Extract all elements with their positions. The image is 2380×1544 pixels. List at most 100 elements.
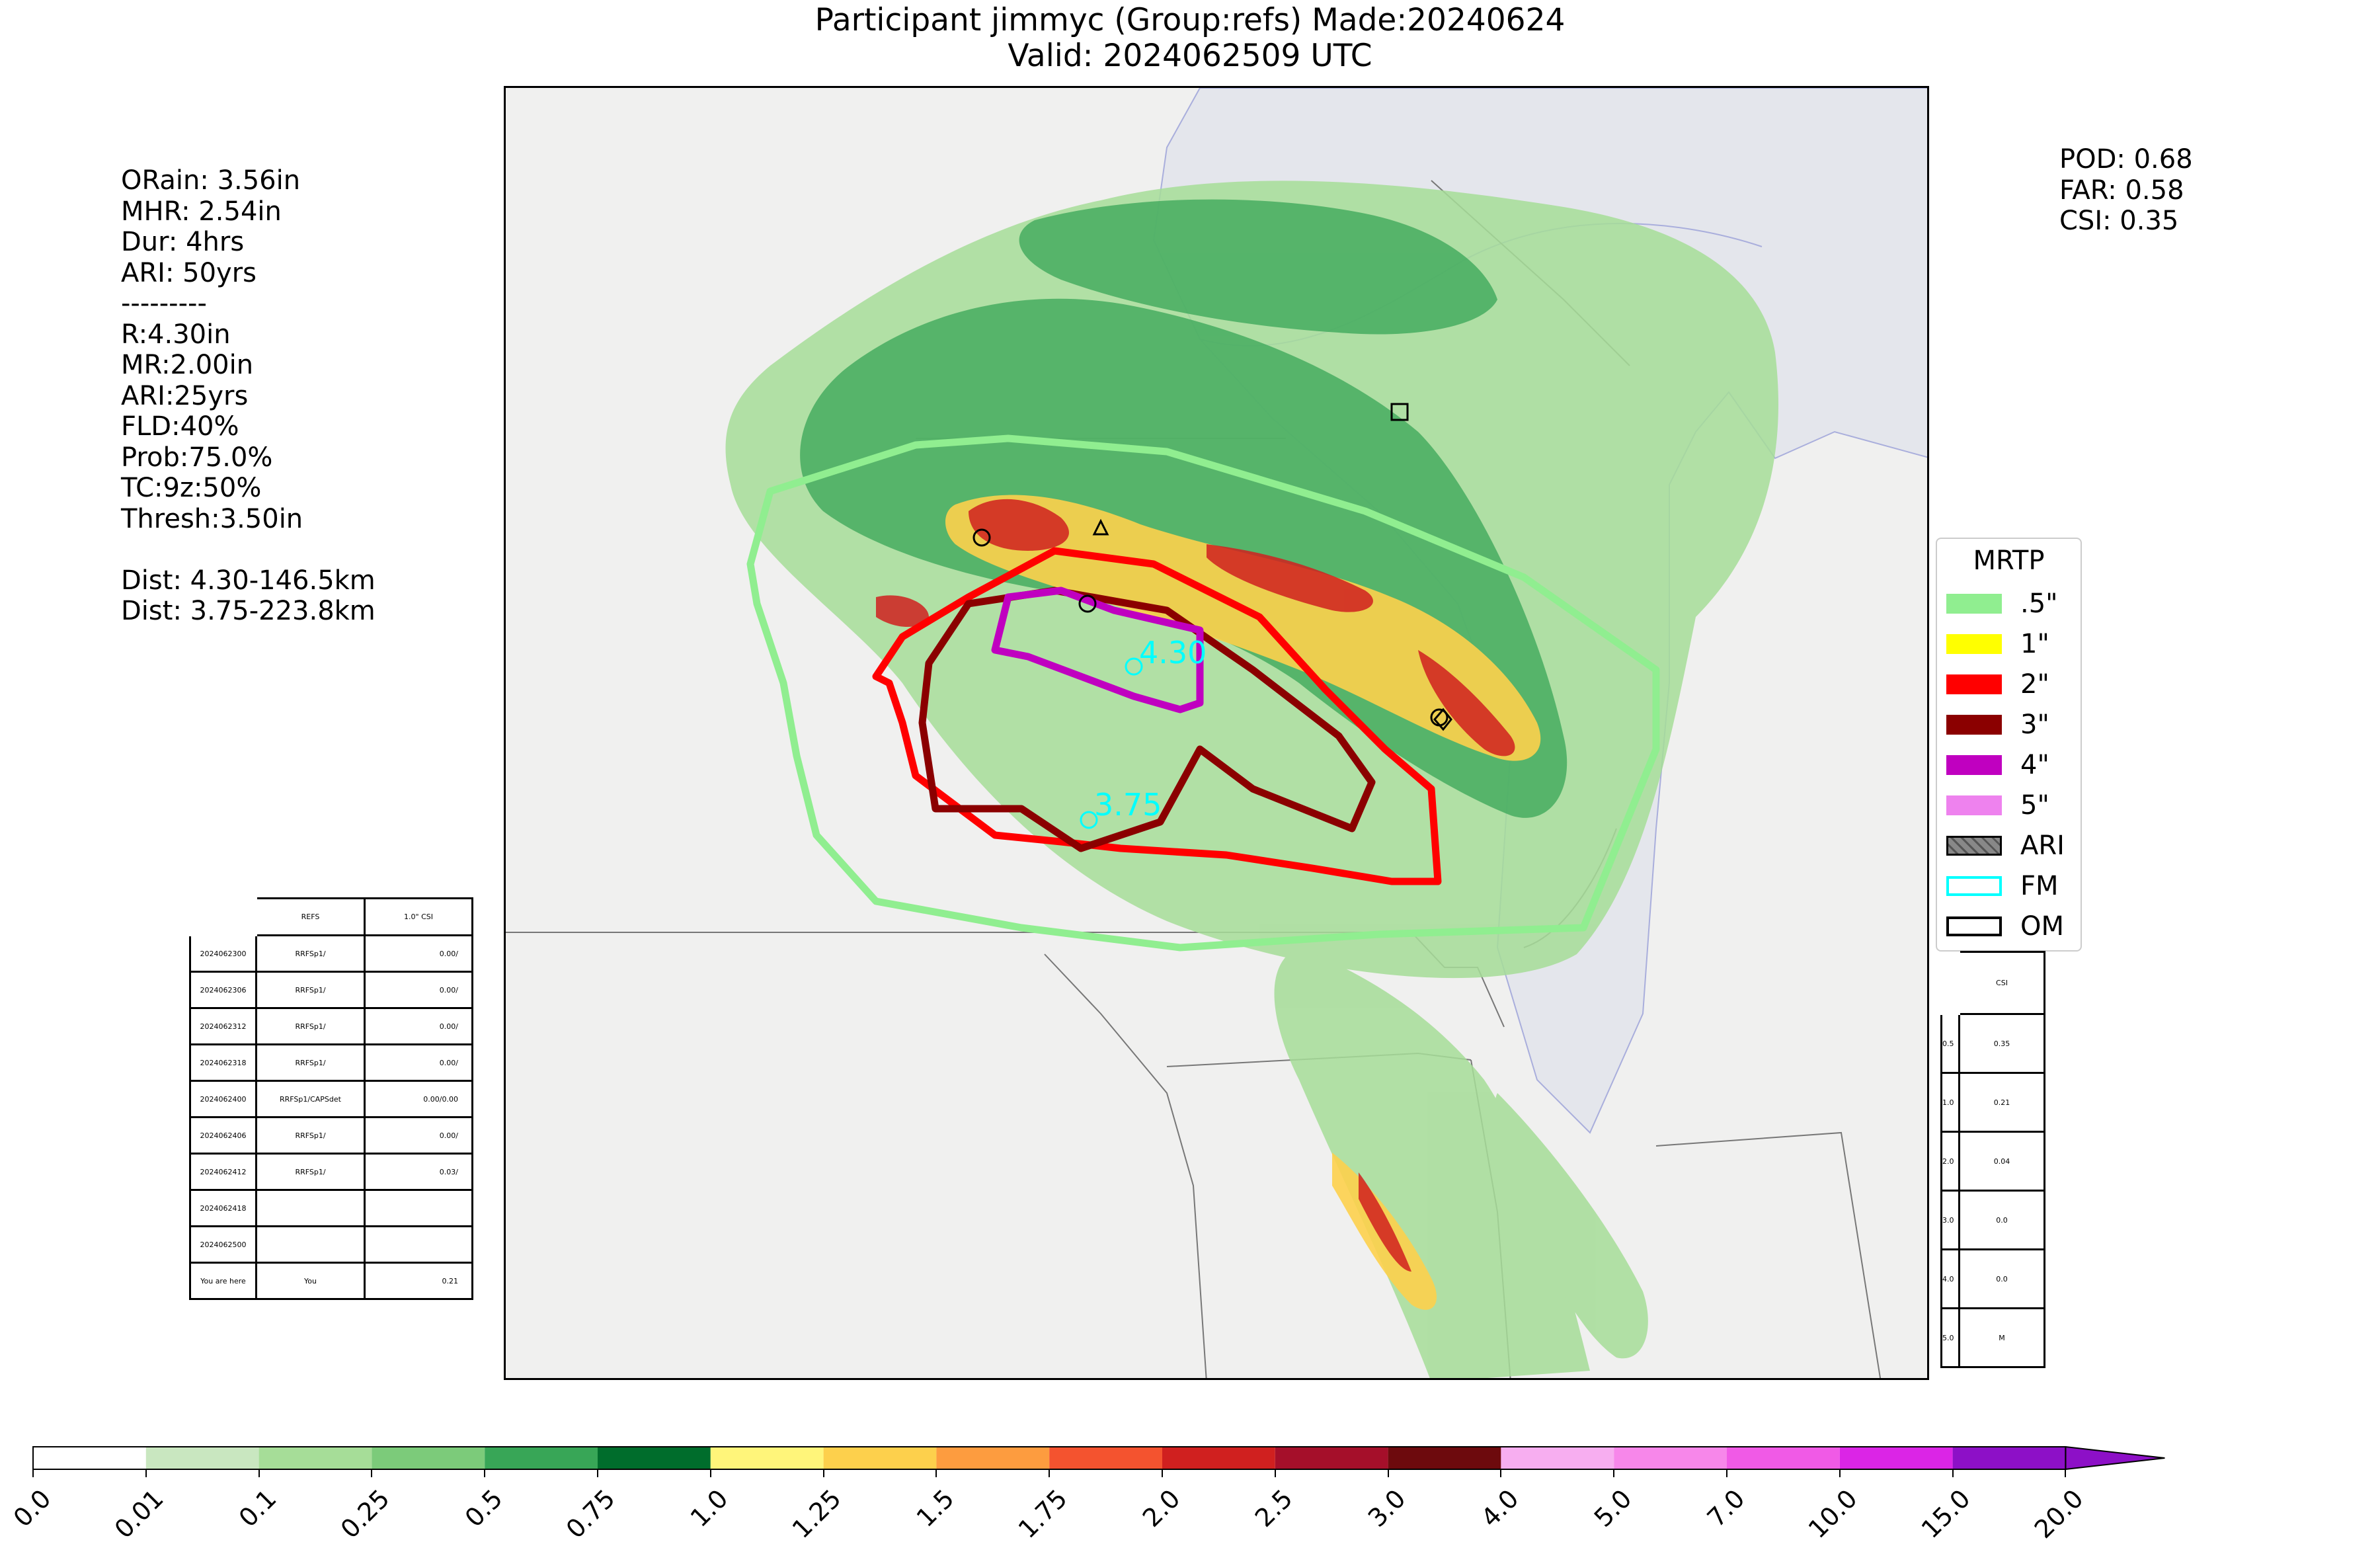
table-row: 2024062412 RRFSp1/0.03/ [189,1153,473,1191]
legend-item: OM [1946,907,2064,946]
colorbar-tick-label: 1.25 [786,1484,847,1544]
table-cell: 2024062500 [189,1225,257,1264]
stat-line [121,534,376,565]
colorbar-tick-mark [1274,1469,1276,1477]
table-header-cell [190,899,257,936]
table-row: You are here You 0.21 [189,1262,473,1300]
table-row: 2024062300 RRFSp1/0.00/ [189,934,473,973]
precipitation-map: 4.30 3.75 [504,86,1929,1380]
table-cell: RRFSp1/ [255,1153,366,1191]
stat-line: ORain: 3.56in [121,165,301,196]
colorbar-segment [1162,1447,1275,1469]
table-header-cell: 1.0" CSI [364,897,473,936]
table-cell: 0.21 [364,1262,473,1300]
table-cell: 2024062312 [189,1007,257,1045]
colorbar-segment [1388,1447,1501,1469]
legend-item: ARI [1946,826,2065,866]
legend-swatch [1946,836,2002,856]
colorbar-tick-mark [1726,1469,1727,1477]
colorbar-segment [1839,1447,1953,1469]
table-cell [255,1225,366,1264]
colorbar-tick-mark [1162,1469,1163,1477]
legend-label: 5" [2020,790,2049,821]
colorbar-tick-mark [935,1469,937,1477]
verification-stats-panel: POD: 0.68 FAR: 0.58 CSI: 0.35 [2059,144,2193,237]
colorbar-tick-label: 2.0 [1136,1484,1186,1533]
colorbar-segment [710,1447,824,1469]
colorbar-segment [258,1447,372,1469]
table-cell [364,1225,473,1264]
legend-item: 3" [1946,705,2049,745]
fm-label-375: 3.75 [1094,787,1162,823]
map-title-line-2: Valid: 2024062509 UTC [1008,38,1372,74]
colorbar-tick-mark [1387,1469,1389,1477]
stat-line: MHR: 2.54in [121,196,282,227]
colorbar-tick-label: 0.1 [233,1484,282,1533]
legend-swatch [1946,795,2002,815]
map-title-line-1: Participant jimmyc (Group:refs) Made:202… [814,2,1566,38]
stat-line: Dur: 4hrs [121,227,245,257]
legend-item: .5" [1946,584,2058,624]
stat-line: Dist: 4.30-146.5km [121,565,376,596]
csi-cell: 3.0 [1940,1190,1960,1250]
far-stat: FAR: 0.58 [2059,175,2184,206]
table-cell: 2024062300 [189,934,257,973]
csi-by-threshold-table: CSI 0.5 0.35 1.0 0.21 2.0 0.04 3.0 0.0 4.0 0.0 5.0 M [1940,951,2045,1368]
csi-stat: CSI: 0.35 [2059,206,2179,236]
colorbar-tick-label: 0.75 [561,1484,621,1544]
legend-label: ARI [2020,831,2065,861]
colorbar-tick-mark [1049,1469,1051,1477]
table-cell: RRFSp1/ [255,934,366,973]
csi-cell: 4.0 [1940,1248,1960,1309]
colorbar-tick-label: 1.0 [685,1484,734,1533]
colorbar-segment [33,1447,146,1469]
csi-cell: M [1958,1307,2045,1368]
csi-row: 5.0 M [1940,1307,2045,1368]
table-row: 2024062318 RRFSp1/0.00/ [189,1043,473,1082]
colorbar-tick-mark [1500,1469,1502,1477]
legend-item: 4" [1946,745,2049,785]
table-cell [255,1189,366,1227]
colorbar-segment [1501,1447,1614,1469]
legend-label: 2" [2020,669,2049,700]
stat-line: ARI:25yrs [121,380,249,411]
stat-line: MR:2.00in [121,350,254,380]
colorbar-tick-label: 1.5 [910,1484,960,1533]
legend-swatch [1946,594,2002,614]
csi-cell: 2.0 [1940,1131,1960,1192]
csi-row: 3.0 0.0 [1940,1190,2045,1250]
table-cell: 0.00/ [364,934,473,973]
colorbar-tick-label: 0.0 [7,1484,57,1533]
colorbar-tick-mark [1613,1469,1615,1477]
table-cell: 0.00/ [364,971,473,1009]
colorbar-tick-label: 0.01 [108,1484,169,1544]
colorbar-segment [1614,1447,1727,1469]
colorbar-tick-label: 10.0 [1802,1484,1863,1544]
table-row: 2024062500 [189,1225,473,1264]
colorbar-segment [823,1447,937,1469]
stat-line: R:4.30in [121,319,231,350]
table-cell: 0.00/ [364,1007,473,1045]
colorbar-segment [1952,1447,2066,1469]
table-cell: RRFSp1/CAPSdet [255,1080,366,1118]
csi-row: 2.0 0.04 [1940,1131,2045,1192]
colorbar-tick-label: 1.75 [1012,1484,1073,1544]
colorbar-scale [32,1445,2165,1471]
csi-cell: 0.5 [1940,1013,1960,1074]
legend-title: MRTP [1973,546,2045,576]
colorbar-tick-mark [484,1469,486,1477]
model-runs-table: REFS 1.0" CSI 2024062300 RRFSp1/0.00/202406… [189,897,473,1300]
legend-swatch [1946,674,2002,694]
table-cell: You [255,1262,366,1300]
legend-item: FM [1946,866,2059,906]
legend-label: .5" [2020,589,2058,619]
colorbar-tick-mark [371,1469,373,1477]
map-canvas: 4.30 3.75 [506,88,1927,1378]
legend-item: 2" [1946,665,2049,704]
table-cell: 0.00/0.00 [364,1080,473,1118]
legend-swatch [1946,634,2002,654]
stat-line: --------- [121,288,207,319]
colorbar-tick-mark [32,1469,34,1477]
colorbar-segment [936,1447,1050,1469]
table-cell: 0.03/ [364,1153,473,1191]
